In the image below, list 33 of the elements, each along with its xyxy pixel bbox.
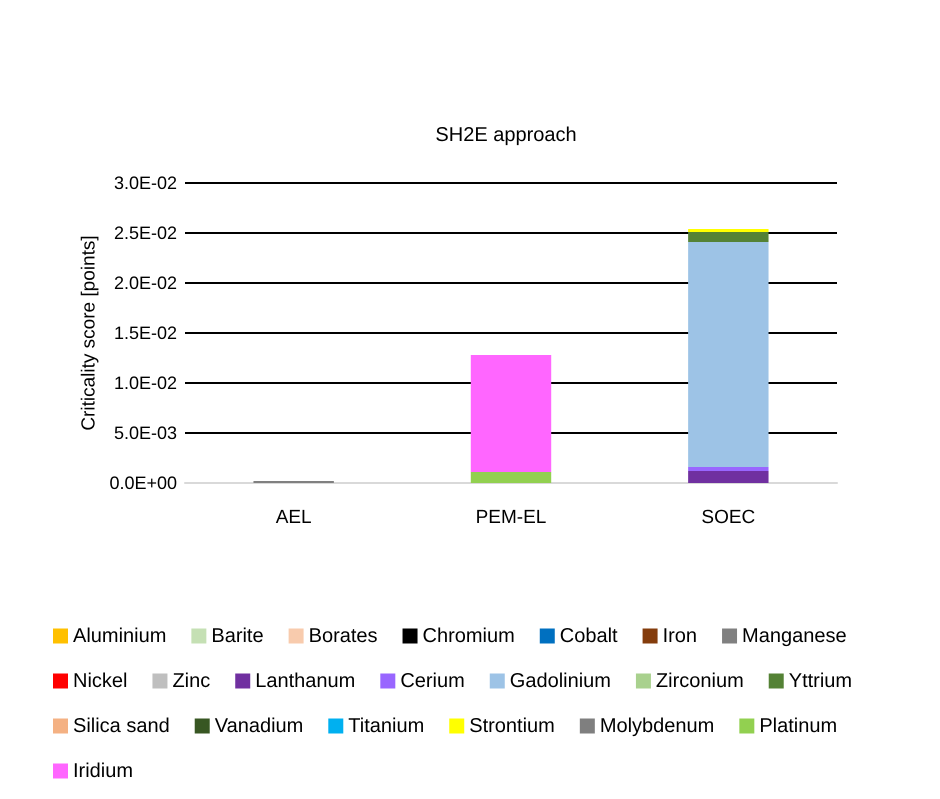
legend-label: Titanium — [348, 715, 424, 737]
legend-label: Cerium — [400, 670, 465, 692]
chart-title: SH2E approach — [435, 124, 577, 146]
legend-label: Iron — [662, 625, 698, 647]
legend-label: Manganese — [742, 625, 847, 647]
legend-label: Zirconium — [656, 670, 744, 692]
y-tick-label: 2.0E-02 — [114, 273, 177, 293]
legend-label: Cobalt — [560, 625, 618, 647]
y-tick-label: 5.0E-03 — [114, 423, 177, 443]
legend-label: Aluminium — [73, 625, 166, 647]
legend-label: Strontium — [469, 715, 555, 737]
legend-label: Nickel — [73, 670, 128, 692]
legend-label: Vanadium — [214, 715, 304, 737]
y-axis-title: Criticality score [points] — [78, 235, 100, 431]
legend-label: Gadolinium — [510, 670, 611, 692]
x-tick-label: PEM-EL — [476, 507, 546, 528]
legend-label: Borates — [308, 625, 378, 647]
y-tick-label: 0.0E+00 — [109, 473, 177, 493]
legend-label: Molybdenum — [600, 715, 714, 737]
legend-label: Chromium — [422, 625, 515, 647]
legend-label: Platinum — [759, 715, 838, 737]
y-tick-label: 1.5E-02 — [114, 323, 177, 343]
legend-label: Zinc — [172, 670, 210, 692]
legend-label: Lanthanum — [255, 670, 356, 692]
y-tick-label: 3.0E-02 — [114, 173, 177, 193]
x-tick-label: AEL — [276, 507, 312, 528]
y-tick-label: 1.0E-02 — [114, 373, 177, 393]
legend-label: Iridium — [73, 760, 134, 782]
legend-label: Yttrium — [788, 670, 852, 692]
y-tick-label: 2.5E-02 — [114, 223, 177, 243]
legend-label: Silica sand — [73, 715, 170, 737]
x-tick-label: SOEC — [701, 507, 756, 528]
legend-label: Barite — [211, 625, 264, 647]
